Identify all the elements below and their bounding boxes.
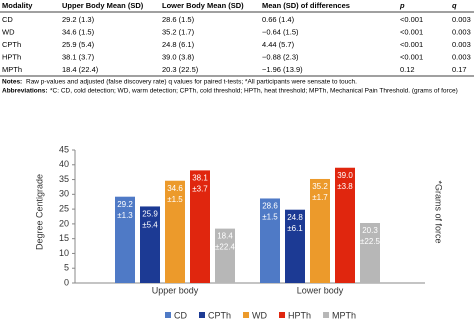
notes-label: Notes: [2, 79, 22, 86]
y2-label: *Grams of force [434, 180, 444, 243]
sd-label: ±1.5 [167, 195, 183, 204]
legend-label: MPTh [332, 310, 356, 320]
bar [310, 178, 330, 283]
sd-label: ±22.5 [360, 237, 381, 246]
table-cell: 0.003 [452, 15, 471, 24]
table-cell: 29.2 (1.3) [62, 15, 95, 24]
y-tick-label: 0 [64, 277, 69, 287]
table-cell: 0.003 [452, 52, 471, 61]
table-cell: 28.6 (1.5) [162, 15, 195, 24]
y-tick-label: 5 [64, 263, 69, 273]
table-cell: 4.44 (5.7) [262, 40, 295, 49]
sd-label: ±1.3 [117, 211, 133, 220]
table-cell: 0.17 [452, 65, 467, 74]
table-cell: −1.96 (13.9) [262, 65, 303, 74]
legend-label: HPTh [288, 310, 311, 320]
table-cell: 24.8 (6.1) [162, 40, 195, 49]
table-header: q [452, 1, 457, 10]
value-label: 38.1 [192, 174, 208, 183]
bar [190, 170, 210, 283]
table-cell: 38.1 (3.7) [62, 52, 95, 61]
legend-label: WD [252, 310, 267, 320]
table-cell: 18.4 (22.4) [62, 65, 99, 74]
table-header: p [399, 1, 405, 10]
sd-label: ±1.7 [312, 193, 328, 202]
bar [215, 228, 235, 283]
table-cell: −0.64 (1.5) [262, 27, 299, 36]
table-cell: WD [2, 27, 15, 36]
table-cell: 20.3 (22.5) [162, 65, 199, 74]
legend-swatch [323, 312, 330, 318]
bar [360, 223, 380, 283]
legend-label: CPTh [208, 310, 231, 320]
bar [115, 196, 135, 283]
table-cell: <0.001 [400, 15, 423, 24]
bar [260, 198, 280, 283]
y-tick-label: 25 [59, 203, 69, 213]
legend-label: CD [174, 310, 187, 320]
table-cell: 0.003 [452, 27, 471, 36]
table-cell: HPTh [2, 52, 21, 61]
sd-label: ±3.7 [192, 185, 208, 194]
value-label: 28.6 [262, 202, 278, 211]
value-label: 29.2 [117, 200, 133, 209]
value-label: 20.3 [362, 226, 378, 235]
value-label: 24.8 [287, 213, 303, 222]
value-label: 35.2 [312, 182, 328, 191]
table-cell: 0.66 (1.4) [262, 15, 295, 24]
y-tick-label: 30 [59, 189, 69, 199]
sd-label: ±1.5 [262, 213, 278, 222]
value-label: 25.9 [142, 210, 158, 219]
value-label: 18.4 [217, 232, 233, 241]
table-cell: CPTh [2, 40, 21, 49]
table-cell: MPTh [2, 65, 22, 74]
y-tick-label: 45 [59, 144, 69, 154]
bar [165, 180, 185, 283]
y-tick-label: 35 [59, 174, 69, 184]
table-cell: −0.88 (2.3) [262, 52, 299, 61]
table-cell: 0.003 [452, 40, 471, 49]
sd-label: ±22.4 [215, 243, 236, 252]
abbreviations: *C: CD, cold detection; WD, warm detecti… [50, 88, 458, 95]
table-cell: CD [2, 15, 13, 24]
y-tick-label: 15 [59, 233, 69, 243]
notes: Raw p-values and adjusted (false discove… [26, 79, 357, 86]
table-cell: 39.0 (3.8) [162, 52, 195, 61]
y-tick-label: 10 [59, 248, 69, 258]
sd-label: ±6.1 [287, 224, 303, 233]
bar [285, 209, 305, 283]
legend-swatch [243, 312, 250, 318]
sd-label: ±3.8 [337, 182, 353, 191]
legend-swatch [199, 312, 205, 318]
y-tick-label: 40 [59, 159, 69, 169]
abbr-label: Abbreviations: [2, 88, 48, 95]
table-cell: 35.2 (1.7) [162, 27, 195, 36]
table-cell: <0.001 [400, 40, 423, 49]
y-tick-label: 20 [59, 218, 69, 228]
x-tick-label: Lower body [297, 285, 344, 295]
value-label: 34.6 [167, 184, 183, 193]
value-label: 39.0 [337, 171, 353, 180]
legend-swatch [279, 312, 286, 318]
legend-swatch [165, 312, 171, 318]
table-cell: <0.001 [400, 27, 423, 36]
sd-label: ±5.4 [142, 221, 158, 230]
bar [140, 206, 160, 283]
table-cell: <0.001 [400, 52, 423, 61]
table-cell: 0.12 [400, 65, 415, 74]
table-header: Upper Body Mean (SD) [62, 1, 144, 10]
y-label: Degree Centigrade [34, 174, 44, 250]
table-cell: 34.6 (1.5) [62, 27, 95, 36]
table-header: Lower Body Mean (SD) [162, 1, 244, 10]
bar [335, 167, 355, 283]
table-header: Mean (SD) of differences [262, 1, 350, 10]
x-tick-label: Upper body [152, 285, 199, 295]
table-cell: 25.9 (5.4) [62, 40, 95, 49]
table-header: Modality [2, 1, 33, 10]
